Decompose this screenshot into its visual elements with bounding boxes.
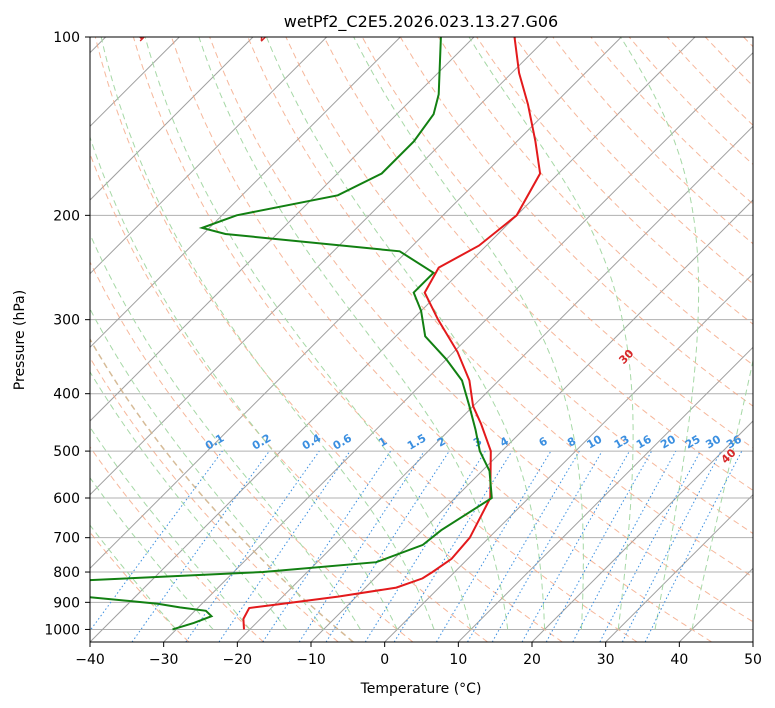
isotherm-line xyxy=(90,37,328,275)
dry-adiabat-line xyxy=(90,356,339,642)
dry-adiabat-line xyxy=(132,37,638,642)
plot-area: 0.10.20.40.611.52346810131620253036-90-8… xyxy=(90,24,753,642)
moist-adiabats xyxy=(90,37,753,630)
y-tick-label: 1000 xyxy=(44,622,80,638)
dry-adiabat-line xyxy=(285,37,753,535)
dry-adiabat-line xyxy=(171,37,712,642)
y-tick-label: 500 xyxy=(53,444,80,460)
x-tick-label: 20 xyxy=(523,652,541,668)
dry-adiabat-line xyxy=(94,37,563,642)
x-axis-ticks: −40 −30 −20 −10 0 10 20 30 40 50 xyxy=(75,642,762,668)
x-tick-label: 40 xyxy=(670,652,688,668)
x-tick-label: −40 xyxy=(75,652,105,668)
moist-adiabat-line xyxy=(266,37,546,630)
moist-adiabat-line xyxy=(90,308,324,630)
y-tick-label: 100 xyxy=(53,30,80,46)
moist-adiabat-line xyxy=(620,37,700,630)
isotherm-line xyxy=(90,37,254,201)
y-tick-label: 400 xyxy=(53,387,80,403)
x-tick-label: 10 xyxy=(449,652,467,668)
x-axis-label: Temperature (°C) xyxy=(360,681,482,697)
x-tick-label: 0 xyxy=(380,652,389,668)
moist-adiabat-line xyxy=(100,37,435,630)
adiabat-labels: 0.10.20.40.611.52346810131620253036-90-8… xyxy=(133,24,745,466)
plot-frame xyxy=(89,36,754,643)
moist-adiabat-line xyxy=(90,233,361,630)
mixing-ratio-line xyxy=(185,450,320,642)
y-tick-label: 300 xyxy=(53,313,80,329)
chart-title: wetPf2_C2E5.2026.023.13.27.G06 xyxy=(284,12,558,32)
y-tick-label: 600 xyxy=(53,491,80,507)
dry-adiabat-line xyxy=(90,260,414,642)
y-tick-label: 800 xyxy=(53,565,80,581)
moist-adiabat-label: 10 xyxy=(133,24,153,44)
dry-adiabat-line xyxy=(476,37,753,325)
dry-adiabat-line xyxy=(323,37,753,491)
isotherm-line xyxy=(90,37,401,349)
isotherm-line xyxy=(90,37,475,422)
isobar-grid xyxy=(90,37,753,630)
mixing-ratio-line xyxy=(572,450,677,642)
moist-adiabat-line xyxy=(90,135,398,630)
y-axis-label: Pressure (hPa) xyxy=(12,290,28,390)
mixing-ratio-line xyxy=(218,450,351,642)
mixing-ratio-line xyxy=(393,450,513,642)
mixing-ratio-line xyxy=(644,450,743,642)
dry-adiabat-line xyxy=(209,37,753,623)
x-tick-label: −30 xyxy=(149,652,179,668)
moist-adiabat-line xyxy=(90,476,214,630)
mixing-ratio-lines xyxy=(90,450,743,642)
y-tick-label: 900 xyxy=(53,595,80,611)
temperature-profile-line xyxy=(242,37,542,630)
x-tick-label: 30 xyxy=(597,652,615,668)
y-axis-ticks: 1000 900 800 700 600 500 400 300 200 100 xyxy=(44,30,90,638)
profile-series xyxy=(90,37,542,631)
dry-adiabat-line xyxy=(90,446,264,642)
mixing-ratio-line xyxy=(325,450,450,642)
moist-adiabat-line xyxy=(353,37,584,630)
y-tick-label: 200 xyxy=(53,208,80,224)
isotherm-line xyxy=(605,493,753,642)
moist-adiabat-line xyxy=(90,370,288,630)
x-tick-label: 50 xyxy=(744,652,762,668)
mixing-ratio-line xyxy=(262,450,392,642)
dry-adiabat-line xyxy=(514,37,753,285)
moist-adiabat-line xyxy=(90,426,251,630)
x-tick-label: −20 xyxy=(223,652,253,668)
y-tick-label: 700 xyxy=(53,531,80,547)
mixing-ratio-line xyxy=(131,450,270,642)
isotherm-line xyxy=(90,37,696,642)
isotherm-line xyxy=(531,420,753,642)
moist-adiabat-line xyxy=(468,37,634,630)
x-tick-label: −10 xyxy=(296,652,326,668)
dewpoint-profile-line xyxy=(90,37,493,631)
moist-adiabat-line xyxy=(198,37,509,630)
isotherm-line xyxy=(236,125,753,642)
mixing-ratio-line xyxy=(90,450,223,632)
dry-adiabat-line xyxy=(247,37,753,578)
isotherm-line xyxy=(90,37,549,496)
moist-adiabat-line xyxy=(90,524,177,630)
mixing-ratio-line xyxy=(545,450,653,642)
moist-adiabat-line xyxy=(144,37,472,630)
isotherm-line xyxy=(457,346,753,642)
moist-adiabat-line xyxy=(691,358,753,630)
isotherm-line xyxy=(163,51,753,642)
isotherm-line xyxy=(90,37,622,570)
moist-adiabat-label: 20 xyxy=(254,24,274,44)
isotherm-line xyxy=(384,272,753,642)
mixing-ratio-line xyxy=(521,450,630,642)
isotherm-grid xyxy=(90,37,753,642)
